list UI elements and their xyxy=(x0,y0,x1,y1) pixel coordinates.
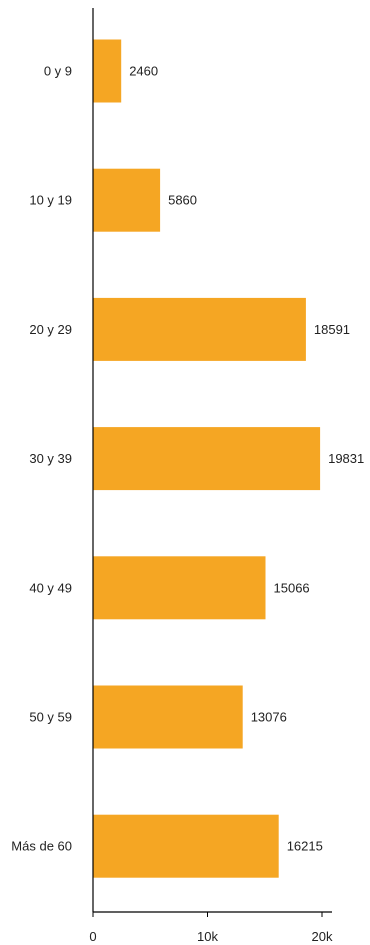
bar xyxy=(93,556,266,620)
x-tick-label: 20k xyxy=(312,929,333,944)
category-label: Más de 60 xyxy=(11,839,72,854)
data-label: 16215 xyxy=(287,839,323,854)
data-label: 18591 xyxy=(314,322,350,337)
bar xyxy=(93,427,321,491)
bars-group: 0 y 9 2460 10 y 19 5860 20 y 29 18591 30 y 39 1… xyxy=(11,39,364,878)
x-tick-label: 10k xyxy=(197,929,218,944)
data-label: 2460 xyxy=(129,64,158,79)
bar xyxy=(93,168,161,232)
category-label: 30 y 39 xyxy=(29,451,72,466)
category-label: 20 y 29 xyxy=(29,322,72,337)
data-label: 5860 xyxy=(168,193,197,208)
bar xyxy=(93,685,243,749)
data-label: 19831 xyxy=(328,451,364,466)
bar xyxy=(93,297,306,361)
category-label: 10 y 19 xyxy=(29,193,72,208)
data-label: 15066 xyxy=(274,580,310,595)
bar xyxy=(93,39,122,103)
axes-group: 0 10k 20k xyxy=(89,8,333,944)
x-tick-label: 0 xyxy=(89,929,96,944)
data-label: 13076 xyxy=(251,710,287,725)
bar xyxy=(93,814,279,878)
category-label: 50 y 59 xyxy=(29,710,72,725)
category-label: 40 y 49 xyxy=(29,580,72,595)
category-label: 0 y 9 xyxy=(44,64,72,79)
